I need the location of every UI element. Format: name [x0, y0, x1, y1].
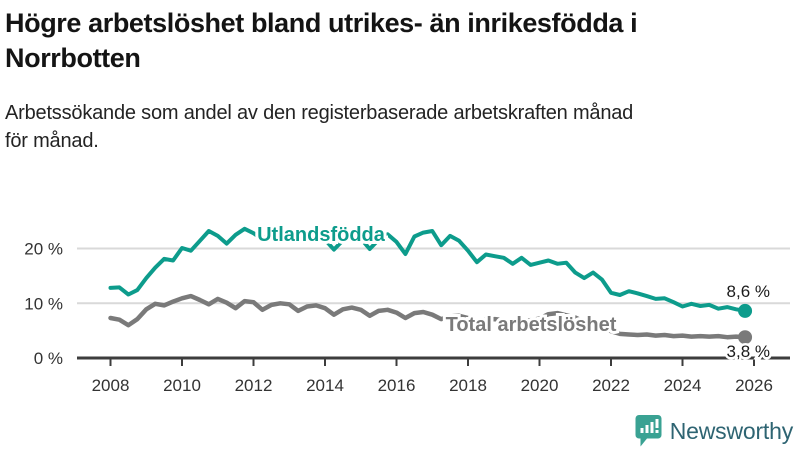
bar-medium	[645, 425, 649, 433]
title-line-1: Högre arbetslöshet bland utrikes- än inr…	[5, 8, 638, 38]
x-tick-label-2010: 2010	[163, 376, 201, 395]
bar-large	[650, 422, 654, 433]
y-tick-label-20: 20 %	[24, 240, 63, 259]
end-value-label-total: 3,8 %	[727, 342, 770, 361]
x-tick-label-2020: 2020	[521, 376, 559, 395]
newsworthy-logo: Newsworthy	[635, 412, 793, 450]
series-label-total: Total arbetslöshet	[446, 314, 617, 336]
y-tick-label-10: 10 %	[24, 294, 63, 313]
end-dot-utlandsfodda	[738, 303, 753, 318]
x-tick-label-2012: 2012	[235, 376, 273, 395]
series-line-total	[108, 293, 748, 340]
end-dot-total	[738, 330, 753, 345]
subtitle-line-2: för månad.	[5, 130, 99, 152]
chart-subtitle: Arbetssökande som andel av den registerb…	[5, 99, 797, 155]
exclamation-stem	[655, 419, 659, 428]
x-tick-label-2014: 2014	[306, 376, 344, 395]
page-title: Högre arbetslöshet bland utrikes- än inr…	[5, 6, 797, 76]
x-tick-label-2018: 2018	[449, 376, 487, 395]
x-tick-label-2026: 2026	[735, 376, 773, 395]
end-value-label-utlandsfodda: 8,6 %	[727, 282, 770, 301]
series-line-utlandsfodda	[108, 226, 748, 313]
line-chart: 2008 2010 2012 2014 2016 2018 2020 2022 2024 2026…	[0, 210, 800, 410]
x-tick-label-2022: 2022	[592, 376, 630, 395]
y-tick-label-0: 0 %	[34, 349, 63, 368]
title-line-2: Norrbotten	[5, 43, 141, 73]
series-label-utlandsfodda: Utlandsfödda	[257, 224, 386, 246]
x-tick-label-2016: 2016	[378, 376, 416, 395]
x-tick-label-2024: 2024	[664, 376, 702, 395]
newsworthy-wordmark: Newsworthy	[669, 417, 793, 444]
bar-small	[640, 428, 644, 433]
subtitle-line-1: Arbetssökande som andel av den registerb…	[5, 102, 634, 124]
chart-canvas: 2008 2010 2012 2014 2016 2018 2020 2022 2024 2026…	[24, 221, 790, 395]
x-tick-label-2008: 2008	[92, 376, 130, 395]
exclamation-dot	[655, 430, 659, 433]
chart-header: Högre arbetslöshet bland utrikes- än inr…	[5, 6, 797, 155]
newsworthy-bubble-chart-icon	[635, 415, 662, 447]
